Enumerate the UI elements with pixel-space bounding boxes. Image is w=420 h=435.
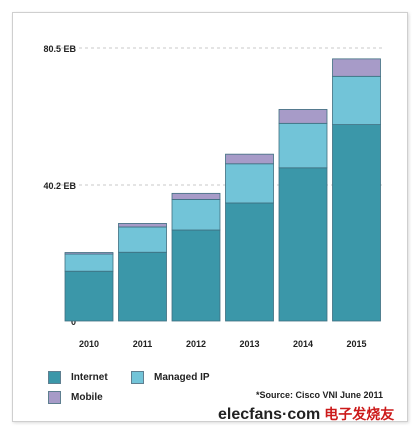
legend-swatch-internet bbox=[48, 371, 61, 384]
x-tick-label-2014: 2014 bbox=[293, 339, 313, 349]
bar-2012-internet bbox=[171, 229, 221, 322]
bar-2012-managed-ip bbox=[171, 199, 221, 231]
watermark-cn: 电子发烧友 bbox=[324, 406, 395, 422]
legend-item-mobile: Mobile bbox=[48, 391, 103, 404]
y-tick-label-2: 80.5 EB bbox=[43, 44, 76, 54]
x-tick-label-2013: 2013 bbox=[239, 339, 259, 349]
legend-item-managed-ip: Managed IP bbox=[131, 371, 210, 384]
bar-2015-internet bbox=[332, 124, 381, 322]
bar-2014-managed-ip bbox=[278, 122, 328, 169]
bar-2010-internet bbox=[64, 270, 114, 322]
watermark-text: elecfans·com bbox=[218, 406, 321, 423]
watermark: elecfans·com 电子发烧友 bbox=[218, 404, 394, 424]
bar-2011-mobile bbox=[118, 223, 167, 228]
gridlines bbox=[55, 47, 385, 186]
y-tick-label-0: 0 bbox=[71, 317, 76, 327]
bar-2013-internet bbox=[225, 202, 274, 322]
legend-label-mobile: Mobile bbox=[71, 392, 103, 403]
bar-2010-mobile bbox=[64, 252, 114, 255]
legend-label-managed-ip: Managed IP bbox=[154, 372, 210, 383]
bar-2011-internet bbox=[118, 251, 167, 322]
legend-swatch-mobile bbox=[48, 391, 61, 404]
bars bbox=[64, 58, 381, 322]
x-tick-label-2012: 2012 bbox=[186, 339, 206, 349]
bar-2013-mobile bbox=[225, 153, 274, 165]
bar-2015-mobile bbox=[332, 58, 381, 77]
bar-2013-managed-ip bbox=[225, 163, 274, 204]
bar-2012-mobile bbox=[171, 192, 221, 200]
x-axis-ticks: 2010 2011 2012 2013 2014 2015 bbox=[79, 339, 367, 349]
bar-2011-managed-ip bbox=[118, 226, 167, 253]
bar-2015-managed-ip bbox=[332, 75, 381, 125]
legend-item-internet: Internet bbox=[48, 371, 108, 384]
x-tick-label-2010: 2010 bbox=[79, 339, 99, 349]
x-tick-label-2011: 2011 bbox=[133, 339, 153, 349]
y-axis-ticks: 0 40.2 EB 80.5 EB bbox=[43, 44, 76, 327]
x-tick-label-2015: 2015 bbox=[346, 339, 366, 349]
source-note: *Source: Cisco VNI June 2011 bbox=[256, 390, 384, 400]
bar-2014-internet bbox=[278, 167, 328, 322]
y-tick-label-1: 40.2 EB bbox=[43, 181, 76, 191]
bar-2014-mobile bbox=[278, 109, 328, 124]
bar-2010-managed-ip bbox=[64, 253, 114, 272]
legend-label-internet: Internet bbox=[71, 372, 108, 383]
legend-swatch-managed-ip bbox=[131, 371, 144, 384]
